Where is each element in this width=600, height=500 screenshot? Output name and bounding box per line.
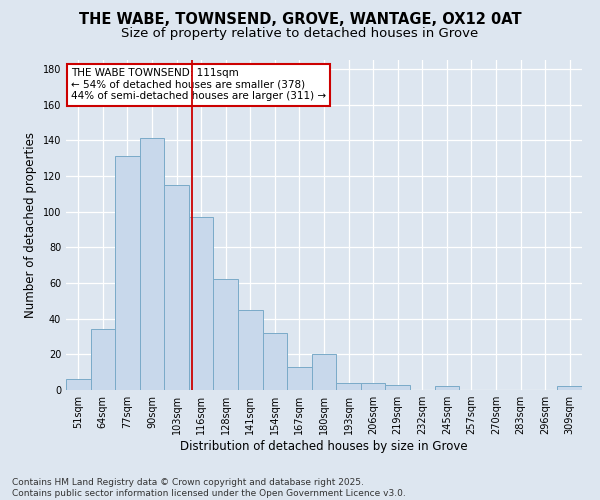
Y-axis label: Number of detached properties: Number of detached properties bbox=[24, 132, 37, 318]
Bar bbox=[91, 330, 115, 390]
Bar bbox=[66, 380, 91, 390]
Text: THE WABE TOWNSEND: 111sqm
← 54% of detached houses are smaller (378)
44% of semi: THE WABE TOWNSEND: 111sqm ← 54% of detac… bbox=[71, 68, 326, 102]
Bar bbox=[115, 156, 140, 390]
Bar bbox=[361, 383, 385, 390]
Text: Contains HM Land Registry data © Crown copyright and database right 2025.
Contai: Contains HM Land Registry data © Crown c… bbox=[12, 478, 406, 498]
Bar bbox=[336, 383, 361, 390]
Text: Size of property relative to detached houses in Grove: Size of property relative to detached ho… bbox=[121, 28, 479, 40]
Bar bbox=[140, 138, 164, 390]
Bar bbox=[214, 280, 238, 390]
Bar bbox=[385, 384, 410, 390]
X-axis label: Distribution of detached houses by size in Grove: Distribution of detached houses by size … bbox=[180, 440, 468, 453]
Bar bbox=[312, 354, 336, 390]
Text: THE WABE, TOWNSEND, GROVE, WANTAGE, OX12 0AT: THE WABE, TOWNSEND, GROVE, WANTAGE, OX12… bbox=[79, 12, 521, 28]
Bar bbox=[557, 386, 582, 390]
Bar bbox=[164, 185, 189, 390]
Bar bbox=[434, 386, 459, 390]
Bar bbox=[238, 310, 263, 390]
Bar bbox=[287, 367, 312, 390]
Bar bbox=[189, 217, 214, 390]
Bar bbox=[263, 333, 287, 390]
